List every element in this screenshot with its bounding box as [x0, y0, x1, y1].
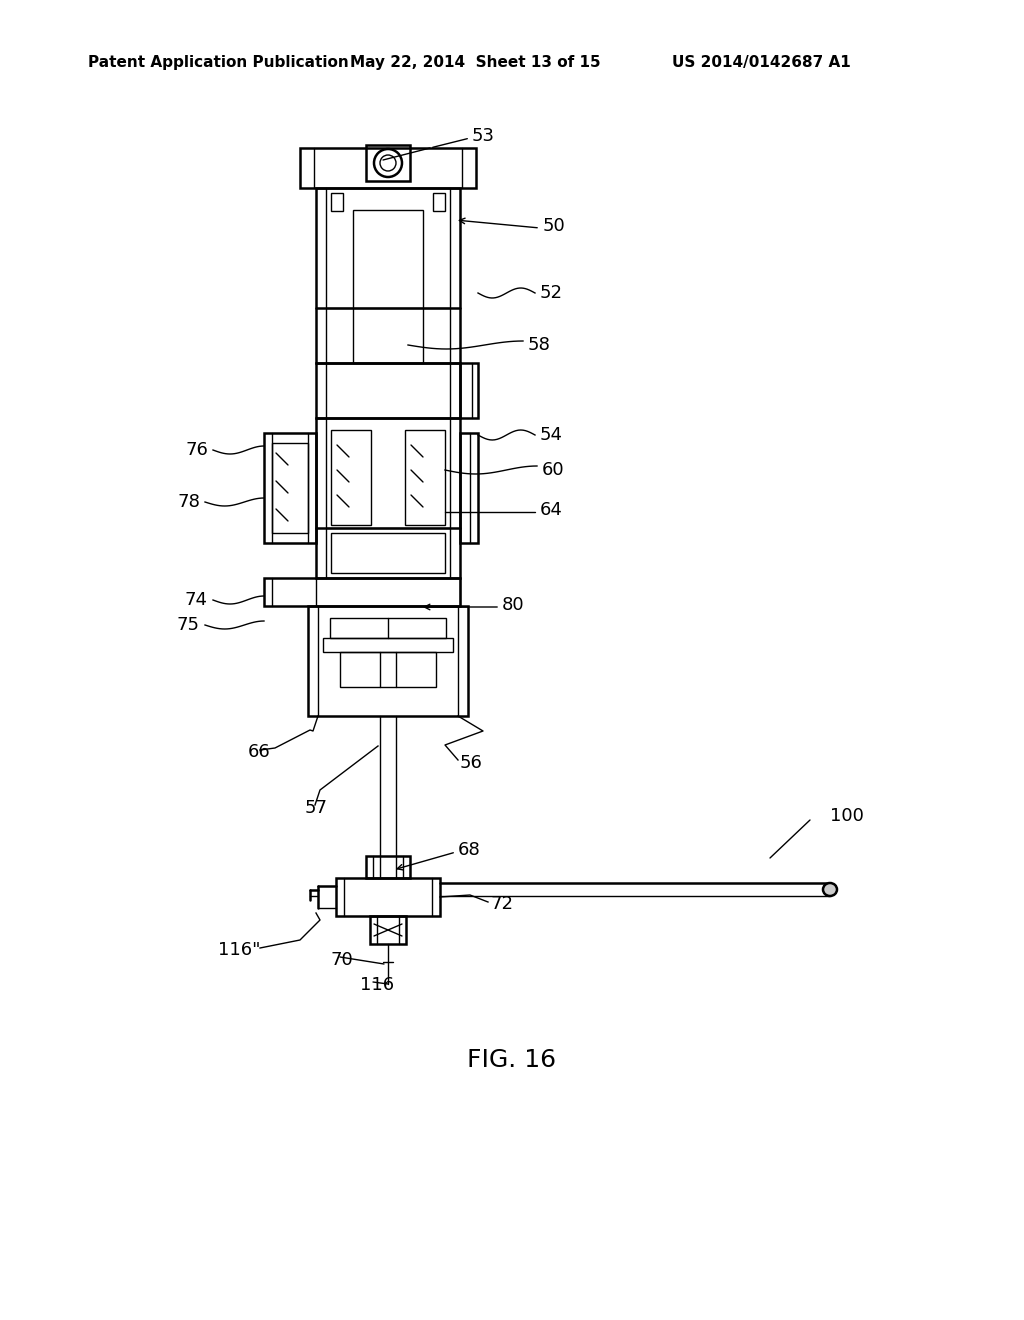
Bar	[331, 533, 445, 573]
Text: 57: 57	[305, 799, 328, 817]
Ellipse shape	[823, 883, 837, 896]
Bar	[406, 430, 445, 525]
Text: FIG. 16: FIG. 16	[467, 1048, 557, 1072]
Bar	[264, 433, 316, 543]
Bar	[460, 363, 478, 418]
Bar	[323, 638, 453, 652]
Bar	[264, 578, 460, 606]
Bar	[300, 148, 476, 187]
Bar	[336, 878, 440, 916]
Text: May 22, 2014  Sheet 13 of 15: May 22, 2014 Sheet 13 of 15	[350, 54, 601, 70]
Text: 56: 56	[460, 754, 483, 772]
Text: 75: 75	[177, 616, 200, 634]
Text: 100: 100	[830, 807, 864, 825]
Text: 50: 50	[543, 216, 565, 235]
Text: 54: 54	[540, 426, 563, 444]
Bar	[316, 187, 460, 363]
Text: 116: 116	[360, 975, 394, 994]
Text: 80: 80	[502, 597, 524, 614]
Bar	[366, 145, 410, 181]
Bar	[316, 363, 460, 418]
Text: 76: 76	[185, 441, 208, 459]
Text: Patent Application Publication: Patent Application Publication	[88, 54, 349, 70]
Bar	[330, 618, 446, 638]
Bar	[366, 855, 410, 878]
Text: 72: 72	[490, 895, 513, 913]
Bar	[331, 430, 371, 525]
Bar	[308, 606, 468, 715]
Text: 66: 66	[248, 743, 270, 762]
Text: 70: 70	[330, 950, 352, 969]
Text: 68: 68	[458, 841, 480, 859]
Text: 116": 116"	[218, 941, 260, 960]
Bar	[433, 193, 445, 211]
Text: 64: 64	[540, 502, 563, 519]
Bar	[353, 210, 423, 363]
Text: US 2014/0142687 A1: US 2014/0142687 A1	[672, 54, 851, 70]
Text: 74: 74	[185, 591, 208, 609]
Text: 58: 58	[528, 337, 551, 354]
Bar	[272, 444, 308, 533]
Text: 60: 60	[542, 461, 564, 479]
Bar	[460, 433, 478, 543]
Bar	[331, 193, 343, 211]
Bar	[370, 916, 406, 944]
Text: 78: 78	[177, 492, 200, 511]
Text: 52: 52	[540, 284, 563, 302]
Bar	[316, 418, 460, 578]
Text: 53: 53	[472, 127, 495, 145]
Bar	[340, 652, 436, 686]
